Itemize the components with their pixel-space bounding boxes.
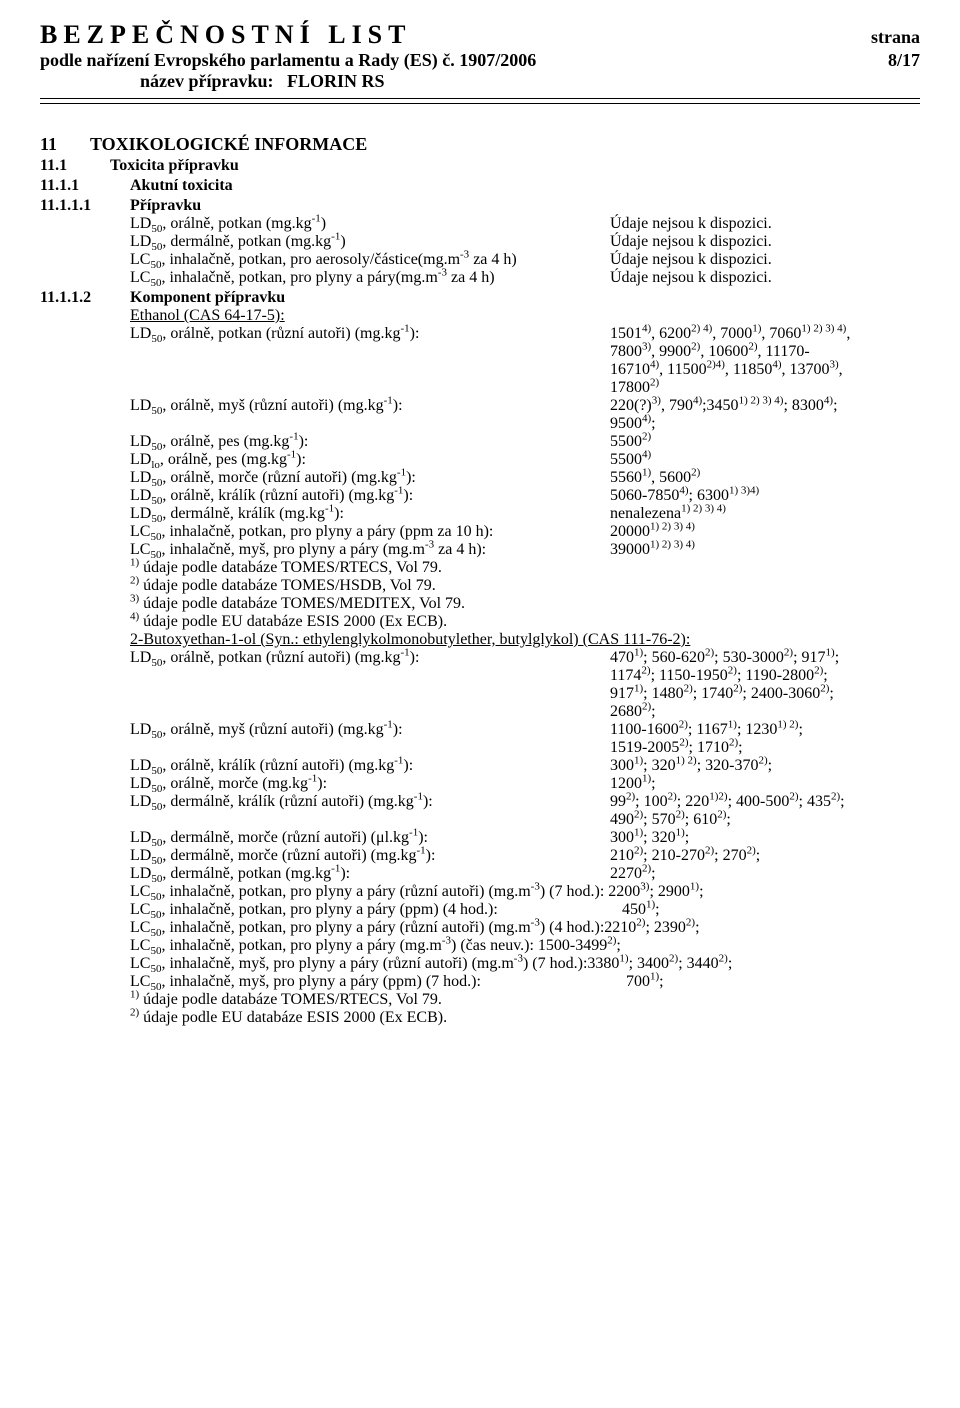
section-11: 11 TOXIKOLOGICKÉ INFORMACE xyxy=(40,134,920,155)
header-divider xyxy=(40,103,920,104)
butoxy-heading: 2-Butoxyethan-1-ol (Syn.: ethylenglykolm… xyxy=(130,631,920,649)
doc-subtitle: podle nařízení Evropského parlamentu a R… xyxy=(40,50,536,71)
doc-title: BEZPEČNOSTNÍ LIST xyxy=(40,20,411,50)
preparation-data: LD50, orálně, potkan (mg.kg-1)Údaje nejs… xyxy=(40,215,920,287)
page-number: 8/17 xyxy=(888,50,920,71)
section-11-1-1: 11.1.1 Akutní toxicita xyxy=(40,177,920,195)
ethanol-block: Ethanol (CAS 64-17-5): LD50, orálně, pot… xyxy=(40,307,920,1027)
section-11-1-1-2: 11.1.1.2 Komponent přípravku xyxy=(40,289,920,307)
page-label: strana xyxy=(871,27,920,48)
header-block: BEZPEČNOSTNÍ LIST strana podle nařízení … xyxy=(40,20,920,99)
section-11-1: 11.1 Toxicita přípravku xyxy=(40,157,920,175)
preparation-name-row: název přípravku: FLORIN RS xyxy=(40,71,920,92)
section-11-1-1-1: 11.1.1.1 Přípravku xyxy=(40,197,920,215)
